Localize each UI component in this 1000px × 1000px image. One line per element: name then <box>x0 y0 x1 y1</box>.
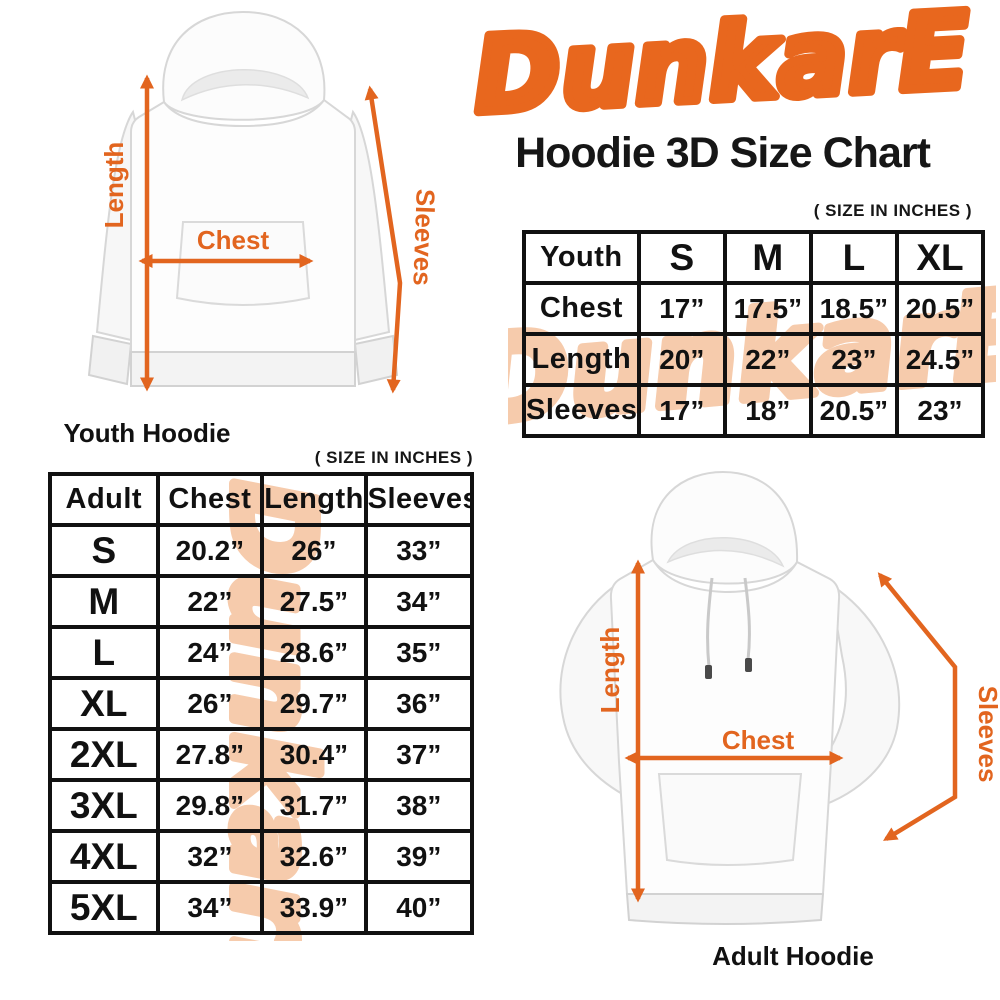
youth-size-note: ( SIZE IN INCHES ) <box>813 201 972 220</box>
value-cell: 18” <box>722 383 813 438</box>
value-cell: 33.9” <box>260 880 368 935</box>
value-cell: 29.8” <box>155 778 265 833</box>
adult-col-header-length: Length <box>260 472 368 527</box>
value-cell: 23” <box>894 383 986 438</box>
value-cell: 31.7” <box>260 778 368 833</box>
youth-chest-arrow-label: Chest <box>197 225 270 255</box>
youth-size-table: Youth S M L XL Chest 17” 17.5” 18.5” 20.… <box>522 230 986 438</box>
adult-hoodie-diagram: Length Chest Sleeves <box>495 462 1000 952</box>
value-cell: 35” <box>363 625 475 680</box>
size-label-cell: 4XL <box>48 829 160 884</box>
adult-size-row-m: M 22” 27.5” 34” <box>48 574 475 629</box>
value-cell: 23” <box>808 332 899 387</box>
row-label-cell: Sleeves <box>522 383 641 438</box>
row-label-cell: Length <box>522 332 641 387</box>
value-cell: 27.5” <box>260 574 368 629</box>
adult-hoodie-caption: Adult Hoodie <box>712 941 874 971</box>
adult-size-row-2xl: 2XL 27.8” 30.4” 37” <box>48 727 475 782</box>
value-cell: 32.6” <box>260 829 368 884</box>
adult-size-row-xl: XL 26” 29.7” 36” <box>48 676 475 731</box>
value-cell: 20.5” <box>894 281 986 336</box>
size-label-cell: XL <box>48 676 160 731</box>
value-cell: 30.4” <box>260 727 368 782</box>
value-cell: 20.5” <box>808 383 899 438</box>
adult-size-row-5xl: 5XL 34” 33.9” 40” <box>48 880 475 935</box>
youth-col-header-s: S <box>636 230 727 285</box>
value-cell: 17” <box>636 281 727 336</box>
adult-hoodie-illustration <box>559 470 901 925</box>
value-cell: 20.2” <box>155 523 265 578</box>
size-label-cell: 5XL <box>48 880 160 935</box>
youth-length-arrow-label: Length <box>99 142 129 229</box>
value-cell: 26” <box>260 523 368 578</box>
value-cell: 38” <box>363 778 475 833</box>
value-cell: 34” <box>155 880 265 935</box>
value-cell: 36” <box>363 676 475 731</box>
value-cell: 26” <box>155 676 265 731</box>
adult-size-table: Adult Chest Length Sleeves S 20.2” 26” 3… <box>48 472 475 935</box>
youth-sleeves-arrow-label: Sleeves <box>407 188 440 286</box>
value-cell: 37” <box>363 727 475 782</box>
youth-hoodie-caption: Youth Hoodie <box>63 418 231 448</box>
value-cell: 32” <box>155 829 265 884</box>
size-label-cell: 2XL <box>48 727 160 782</box>
value-cell: 34” <box>363 574 475 629</box>
adult-size-row-3xl: 3XL 29.8” 31.7” 38” <box>48 778 475 833</box>
adult-table-title-cell: Adult <box>48 472 160 527</box>
youth-col-header-m: M <box>722 230 813 285</box>
youth-sleeves-arrow <box>364 85 403 394</box>
value-cell: 29.7” <box>260 676 368 731</box>
youth-chest-row: Chest 17” 17.5” 18.5” 20.5” <box>522 281 986 336</box>
adult-length-arrow-label: Length <box>595 627 625 714</box>
value-cell: 24” <box>155 625 265 680</box>
adult-size-row-s: S 20.2” 26” 33” <box>48 523 475 578</box>
youth-length-row: Length 20” 22” 23” 24.5” <box>522 332 986 387</box>
value-cell: 24.5” <box>894 332 986 387</box>
youth-hoodie-illustration <box>87 10 399 387</box>
brand-logo: DunkarE <box>466 0 977 138</box>
adult-col-header-chest: Chest <box>155 472 265 527</box>
youth-header-row: Youth S M L XL <box>522 230 986 285</box>
adult-header-row: Adult Chest Length Sleeves <box>48 472 475 527</box>
value-cell: 17” <box>636 383 727 438</box>
youth-hoodie-diagram: Length Chest Sleeves <box>15 0 470 445</box>
value-cell: 39” <box>363 829 475 884</box>
youth-col-header-xl: XL <box>894 230 986 285</box>
row-label-cell: Chest <box>522 281 641 336</box>
value-cell: 22” <box>722 332 813 387</box>
value-cell: 28.6” <box>260 625 368 680</box>
size-label-cell: 3XL <box>48 778 160 833</box>
youth-sleeves-row: Sleeves 17” 18” 20.5” 23” <box>522 383 986 438</box>
adult-col-header-sleeves: Sleeves <box>363 472 475 527</box>
youth-hoodie-svg: Length Chest Sleeves <box>87 10 441 394</box>
value-cell: 33” <box>363 523 475 578</box>
adult-chest-arrow-label: Chest <box>722 725 795 755</box>
youth-col-header-l: L <box>808 230 899 285</box>
size-label-cell: L <box>48 625 160 680</box>
adult-size-note: ( SIZE IN INCHES ) <box>314 448 473 467</box>
value-cell: 20” <box>636 332 727 387</box>
value-cell: 22” <box>155 574 265 629</box>
size-label-cell: S <box>48 523 160 578</box>
value-cell: 40” <box>363 880 475 935</box>
adult-sleeves-arrow <box>877 572 958 841</box>
youth-table-title-cell: Youth <box>522 230 641 285</box>
size-label-cell: M <box>48 574 160 629</box>
value-cell: 27.8” <box>155 727 265 782</box>
value-cell: 18.5” <box>808 281 899 336</box>
adult-size-row-l: L 24” 28.6” 35” <box>48 625 475 680</box>
value-cell: 17.5” <box>722 281 813 336</box>
adult-hoodie-svg: Length Chest Sleeves <box>559 470 1000 925</box>
page-title: Hoodie 3D Size Chart <box>515 129 931 177</box>
adult-sleeves-arrow-label: Sleeves <box>973 686 1000 783</box>
brand-logo-text: DunkarE <box>471 0 973 137</box>
adult-size-row-4xl: 4XL 32” 32.6” 39” <box>48 829 475 884</box>
